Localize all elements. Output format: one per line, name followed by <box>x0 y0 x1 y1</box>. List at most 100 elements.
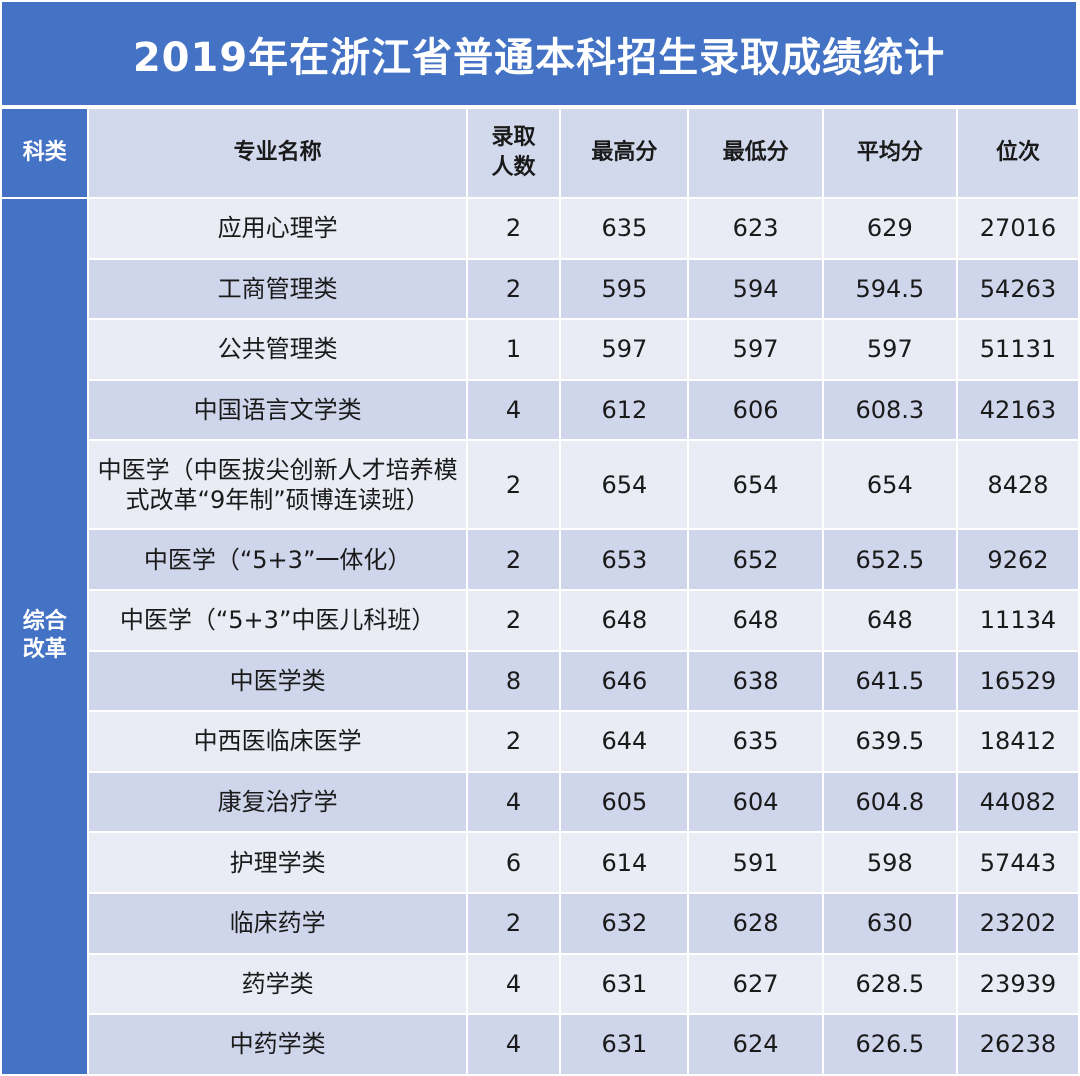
cell-major: 中药学类 <box>89 1015 466 1074</box>
cell-max: 631 <box>561 954 688 1014</box>
cell-avg: 629 <box>823 199 956 258</box>
cell-max: 644 <box>561 712 688 771</box>
cell-rank: 42163 <box>957 380 1078 440</box>
cell-max: 612 <box>561 380 688 440</box>
cell-min: 594 <box>689 259 822 319</box>
cell-admitted: 4 <box>467 1015 560 1074</box>
cell-min: 638 <box>689 651 822 711</box>
cell-avg: 630 <box>823 893 956 953</box>
cell-major: 中医学类 <box>89 651 466 711</box>
table-row: 护理学类 6 614 591 598 57443 <box>2 833 1078 892</box>
cell-avg: 608.3 <box>823 380 956 440</box>
cell-admitted: 2 <box>467 590 560 650</box>
category-cell: 综合改革 <box>2 199 88 1074</box>
cell-rank: 44082 <box>957 772 1078 832</box>
cell-min: 628 <box>689 893 822 953</box>
cell-rank: 8428 <box>957 441 1078 529</box>
table-row: 药学类 4 631 627 628.5 23939 <box>2 954 1078 1014</box>
cell-max: 597 <box>561 320 688 379</box>
cell-admitted: 4 <box>467 772 560 832</box>
cell-admitted: 2 <box>467 893 560 953</box>
table-row: 工商管理类 2 595 594 594.5 54263 <box>2 259 1078 319</box>
table-row: 中医学类 8 646 638 641.5 16529 <box>2 651 1078 711</box>
cell-max: 595 <box>561 259 688 319</box>
cell-admitted: 2 <box>467 259 560 319</box>
cell-major: 中西医临床医学 <box>89 712 466 771</box>
cell-min: 627 <box>689 954 822 1014</box>
cell-avg: 604.8 <box>823 772 956 832</box>
cell-min: 604 <box>689 772 822 832</box>
cell-max: 646 <box>561 651 688 711</box>
table-row: 中药学类 4 631 624 626.5 26238 <box>2 1015 1078 1074</box>
cell-admitted: 4 <box>467 380 560 440</box>
cell-admitted: 1 <box>467 320 560 379</box>
cell-avg: 641.5 <box>823 651 956 711</box>
cell-avg: 654 <box>823 441 956 529</box>
table-row: 综合改革 应用心理学 2 635 623 629 27016 <box>2 199 1078 1074</box>
cell-admitted: 4 <box>467 954 560 1014</box>
cell-major: 中医学（中医拔尖创新人才培养模式改革“9年制”硕博连读班） <box>89 441 466 529</box>
cell-major: 中医学（“5+3”中医儿科班） <box>89 590 466 650</box>
table-row: 康复治疗学 4 605 604 604.8 44082 <box>2 772 1078 832</box>
cell-max: 635 <box>561 199 688 258</box>
cell-min: 591 <box>689 833 822 892</box>
cell-major: 工商管理类 <box>89 259 466 319</box>
cell-avg: 594.5 <box>823 259 956 319</box>
header-admitted: 录取人数 <box>467 109 560 197</box>
header-rank: 位次 <box>957 109 1078 197</box>
page-title: 2019年在浙江省普通本科招生录取成绩统计 <box>2 2 1076 105</box>
cell-min: 606 <box>689 380 822 440</box>
cell-min: 654 <box>689 441 822 529</box>
cell-admitted: 2 <box>467 530 560 589</box>
cell-avg: 628.5 <box>823 954 956 1014</box>
table-row: 中国语言文学类 4 612 606 608.3 42163 <box>2 380 1078 440</box>
table-row: 临床药学 2 632 628 630 23202 <box>2 893 1078 953</box>
cell-major: 药学类 <box>89 954 466 1014</box>
table-row: 公共管理类 1 597 597 597 51131 <box>2 320 1078 379</box>
cell-avg: 648 <box>823 590 956 650</box>
cell-rank: 51131 <box>957 320 1078 379</box>
cell-rank: 18412 <box>957 712 1078 771</box>
cell-max: 605 <box>561 772 688 832</box>
header-max: 最高分 <box>561 109 688 197</box>
cell-major: 临床药学 <box>89 893 466 953</box>
cell-max: 654 <box>561 441 688 529</box>
cell-min: 652 <box>689 530 822 589</box>
cell-major: 康复治疗学 <box>89 772 466 832</box>
cell-admitted: 2 <box>467 199 560 258</box>
table-row: 中西医临床医学 2 644 635 639.5 18412 <box>2 712 1078 771</box>
cell-rank: 57443 <box>957 833 1078 892</box>
cell-major: 护理学类 <box>89 833 466 892</box>
cell-rank: 23939 <box>957 954 1078 1014</box>
cell-avg: 598 <box>823 833 956 892</box>
cell-avg: 626.5 <box>823 1015 956 1074</box>
cell-min: 623 <box>689 199 822 258</box>
cell-major: 中医学（“5+3”一体化） <box>89 530 466 589</box>
table-row: 中医学（“5+3”中医儿科班） 2 648 648 648 11134 <box>2 590 1078 650</box>
cell-min: 635 <box>689 712 822 771</box>
cell-max: 648 <box>561 590 688 650</box>
table-row: 中医学（中医拔尖创新人才培养模式改革“9年制”硕博连读班） 2 654 654 … <box>2 441 1078 529</box>
cell-rank: 23202 <box>957 893 1078 953</box>
cell-rank: 16529 <box>957 651 1078 711</box>
cell-rank: 11134 <box>957 590 1078 650</box>
cell-avg: 639.5 <box>823 712 956 771</box>
header-major: 专业名称 <box>89 109 466 197</box>
header-admitted-label: 录取人数 <box>491 125 536 180</box>
cell-max: 632 <box>561 893 688 953</box>
cell-min: 597 <box>689 320 822 379</box>
score-table: 科类 专业名称 录取人数 最高分 最低分 平均分 位次 综合改革 应用心理学 2… <box>0 107 1080 1076</box>
cell-max: 614 <box>561 833 688 892</box>
cell-major: 应用心理学 <box>89 199 466 258</box>
cell-rank: 9262 <box>957 530 1078 589</box>
header-min: 最低分 <box>689 109 822 197</box>
cell-major: 公共管理类 <box>89 320 466 379</box>
cell-avg: 652.5 <box>823 530 956 589</box>
header-avg: 平均分 <box>823 109 956 197</box>
cell-rank: 26238 <box>957 1015 1078 1074</box>
cell-rank: 54263 <box>957 259 1078 319</box>
header-category: 科类 <box>2 109 88 197</box>
cell-rank: 27016 <box>957 199 1078 258</box>
cell-max: 653 <box>561 530 688 589</box>
